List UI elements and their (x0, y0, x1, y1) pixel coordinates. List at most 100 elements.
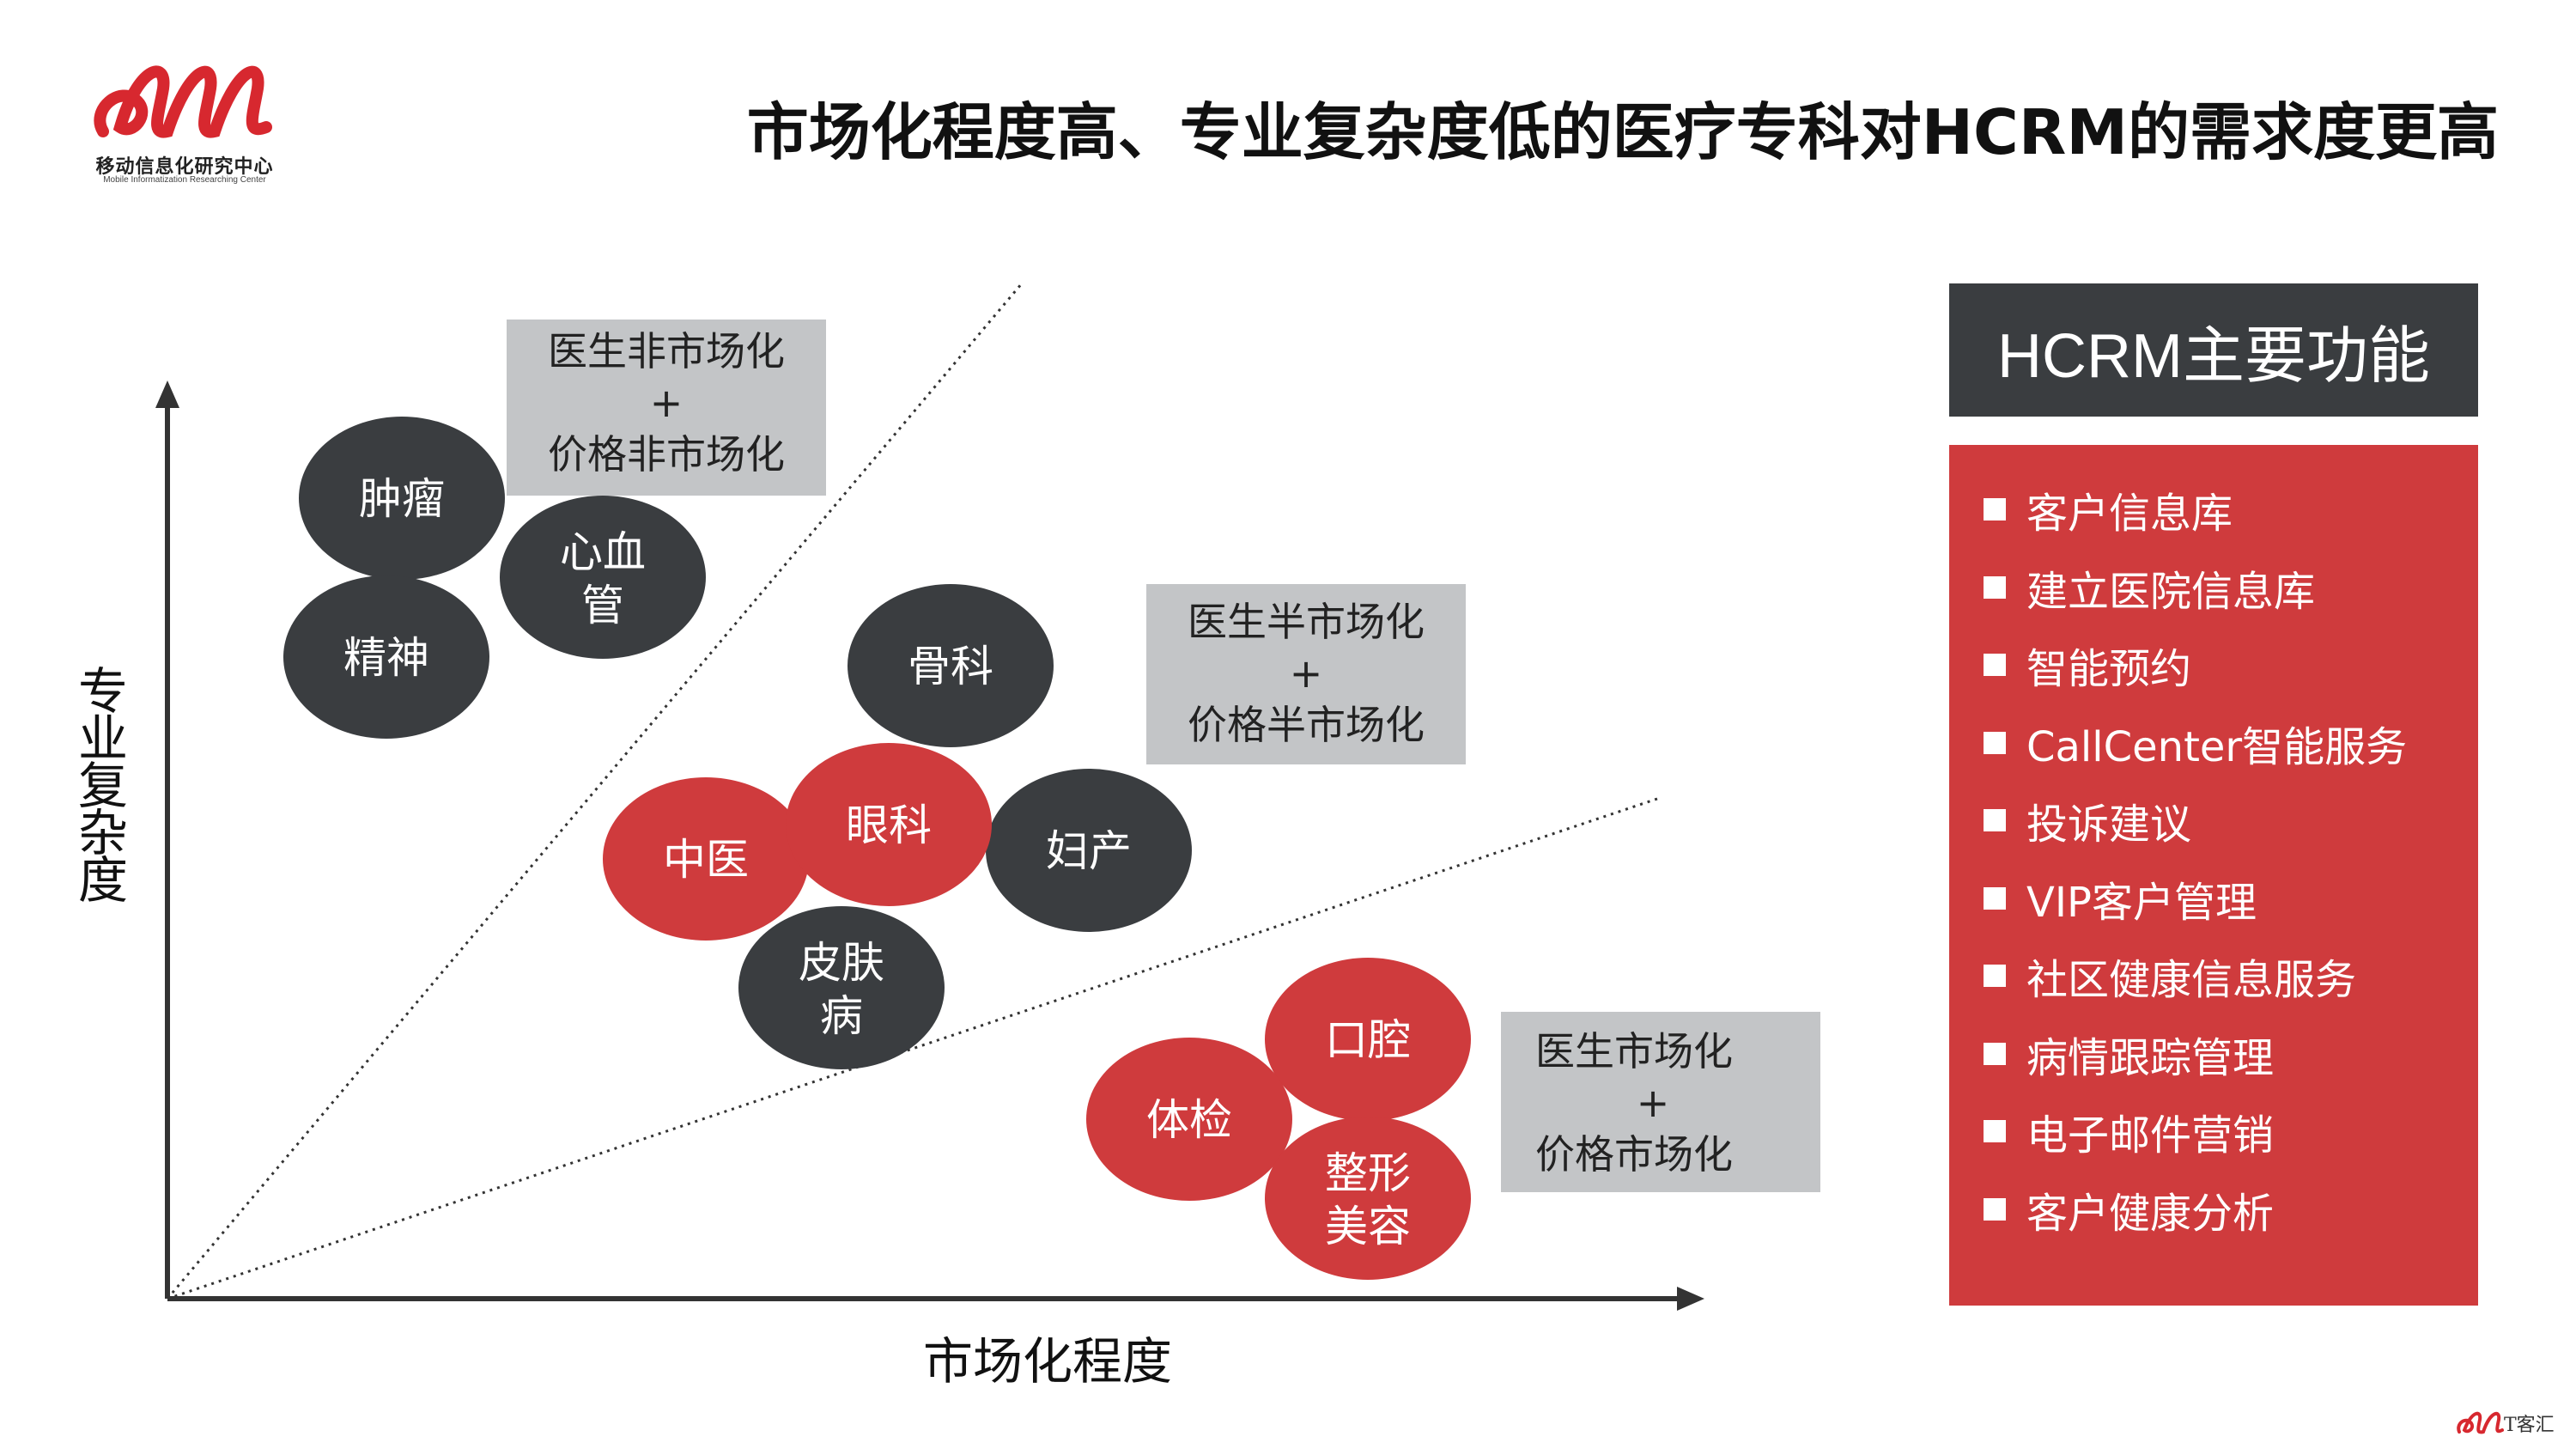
bubble-shape (986, 769, 1192, 932)
bubble-shape (603, 777, 809, 941)
square-bullet-icon (1984, 575, 2006, 599)
list-item-label: VIP客户管理 (2026, 878, 2257, 927)
bubble-shape (1265, 958, 1471, 1121)
square-bullet-icon (1984, 498, 2006, 521)
logo-name-cn: 移动信息化研究中心 (95, 156, 274, 178)
y-axis-label-char: 杂 (78, 804, 128, 862)
list-item-label: 病情跟踪管理 (2026, 1033, 2275, 1082)
page-title: 市场化程度高、专业复杂度低的医疗专科对HCRM的需求度更高 (746, 96, 2499, 168)
bubble-shape (283, 575, 489, 739)
zone-plus: + (650, 380, 683, 426)
list-item-label: 电子邮件营销 (2026, 1111, 2275, 1160)
x-axis-arrow-icon (1677, 1287, 1704, 1311)
bubble-label: 病 (820, 991, 863, 1041)
square-bullet-icon (1984, 1197, 2006, 1221)
bubble-label: 中医 (663, 835, 749, 885)
bubble-shape (1265, 1117, 1471, 1280)
bubble-tcm: 中医 (603, 777, 809, 941)
logo-mark-icon (94, 65, 272, 138)
square-bullet-icon (1984, 654, 2006, 677)
list-item: 客户信息库 (1984, 471, 2407, 549)
zone-plus: + (1637, 1080, 1670, 1126)
bubble-shape (500, 496, 706, 659)
bubble-cosmetic: 整形 美容 (1265, 1117, 1471, 1280)
list-item-label: 社区健康信息服务 (2026, 956, 2357, 1005)
y-axis-label-char: 专 (78, 662, 128, 721)
zone-line2: 价格市场化 (1535, 1131, 1733, 1178)
x-axis-label: 市场化程度 (923, 1332, 1172, 1391)
list-item: 投诉建议 (1984, 782, 2407, 860)
y-axis-label-char: 业 (78, 709, 128, 768)
y-axis-label-char: 度 (78, 851, 128, 910)
bubble-psychiatry: 精神 (283, 575, 489, 739)
bubble-ophthalmology: 眼科 (786, 743, 992, 906)
list-item-label: CallCenter智能服务 (2026, 722, 2408, 771)
square-bullet-icon (1984, 965, 2006, 988)
square-bullet-icon (1984, 1120, 2006, 1143)
bubble-checkup: 体检 (1086, 1038, 1292, 1201)
square-bullet-icon (1984, 809, 2006, 832)
list-item: 建立医院信息库 (1984, 549, 2407, 627)
zone-box-market: 医生市场化 + 价格市场化 (1501, 1012, 1820, 1192)
bubble-shape (299, 417, 505, 580)
bubble-shape (848, 584, 1054, 747)
brand-logo: 移动信息化研究中心 Mobile Informatization Researc… (86, 50, 283, 196)
feature-panel: 客户信息库 建立医院信息库 智能预约 CallCenter智能服务 投诉建议 V… (1949, 445, 2478, 1306)
bubble-label: 口腔 (1325, 1015, 1411, 1065)
list-item: 病情跟踪管理 (1984, 1015, 2407, 1093)
zone-line1: 医生半市场化 (1188, 599, 1425, 645)
bubble-label: 美容 (1325, 1202, 1411, 1251)
bubble-label: 妇产 (1046, 826, 1132, 876)
bubble-label: 眼科 (846, 801, 932, 850)
zone-line2: 价格非市场化 (548, 431, 785, 478)
bubble-cardiovascular: 心血 管 (500, 496, 706, 659)
list-item: 客户健康分析 (1984, 1171, 2407, 1249)
zone-box-non-market: 医生非市场化 + 价格非市场化 (507, 320, 826, 496)
bubble-label: 肿瘤 (359, 474, 445, 524)
panel-title: HCRM主要功能 (1949, 283, 2478, 417)
list-item: 智能预约 (1984, 626, 2407, 704)
zone-plus: + (1290, 650, 1323, 697)
bubble-tumor: 肿瘤 (299, 417, 505, 580)
logo-name-en: Mobile Informatization Researching Cente… (103, 175, 266, 185)
bubble-dermatology: 皮肤 病 (738, 906, 945, 1069)
zone-box-bg (1501, 1012, 1820, 1192)
bubble-shape (738, 906, 945, 1069)
list-item-label: 客户健康分析 (2026, 1189, 2275, 1238)
bubble-orthopedics: 骨科 (848, 584, 1054, 747)
bubble-label: 皮肤 (799, 938, 884, 988)
bubble-shape (1086, 1038, 1292, 1201)
list-item: 社区健康信息服务 (1984, 937, 2407, 1015)
bubble-dental: 口腔 (1265, 958, 1471, 1121)
list-item: 电子邮件营销 (1984, 1093, 2407, 1171)
bubble-label: 精神 (343, 633, 429, 683)
bubble-label: 管 (581, 581, 624, 630)
list-item-label: 智能预约 (2026, 645, 2192, 694)
y-axis-label-char: 复 (78, 757, 128, 815)
zone-line2: 价格半市场化 (1188, 702, 1425, 748)
list-item: CallCenter智能服务 (1984, 704, 2407, 782)
zone-box-bg (507, 320, 826, 496)
zone-line1: 医生市场化 (1535, 1028, 1733, 1075)
zone-box-semi-market: 医生半市场化 + 价格半市场化 (1146, 584, 1466, 764)
zone-line1: 医生非市场化 (548, 328, 785, 374)
y-axis-label: 专 业 复 杂 度 (78, 662, 128, 910)
list-item: VIP客户管理 (1984, 860, 2407, 938)
list-item-label: 投诉建议 (2026, 801, 2192, 849)
divider-line-upper (166, 283, 1024, 1300)
zone-box-bg (1146, 584, 1466, 764)
bubble-label: 体检 (1146, 1095, 1232, 1145)
bubble-label: 骨科 (908, 642, 993, 691)
bubble-shape (786, 743, 992, 906)
list-item-label: 客户信息库 (2026, 490, 2233, 539)
square-bullet-icon (1984, 1042, 2006, 1065)
feature-list: 客户信息库 建立医院信息库 智能预约 CallCenter智能服务 投诉建议 V… (1984, 471, 2407, 1248)
footer-mark-text: T客汇 (2504, 1415, 2555, 1436)
bubble-label: 心血 (560, 527, 646, 577)
footer-watermark: T客汇 (2456, 1404, 2567, 1439)
bubble-obstetrics: 妇产 (986, 769, 1192, 932)
square-bullet-icon (1984, 731, 2006, 754)
footer-logo-icon (2457, 1411, 2504, 1434)
y-axis-arrow-icon (155, 381, 179, 408)
positioning-diagram: 市场化程度 专 业 复 杂 度 医生非市场化 + 价格非市场化 医生半市场化 +… (78, 283, 1820, 1391)
